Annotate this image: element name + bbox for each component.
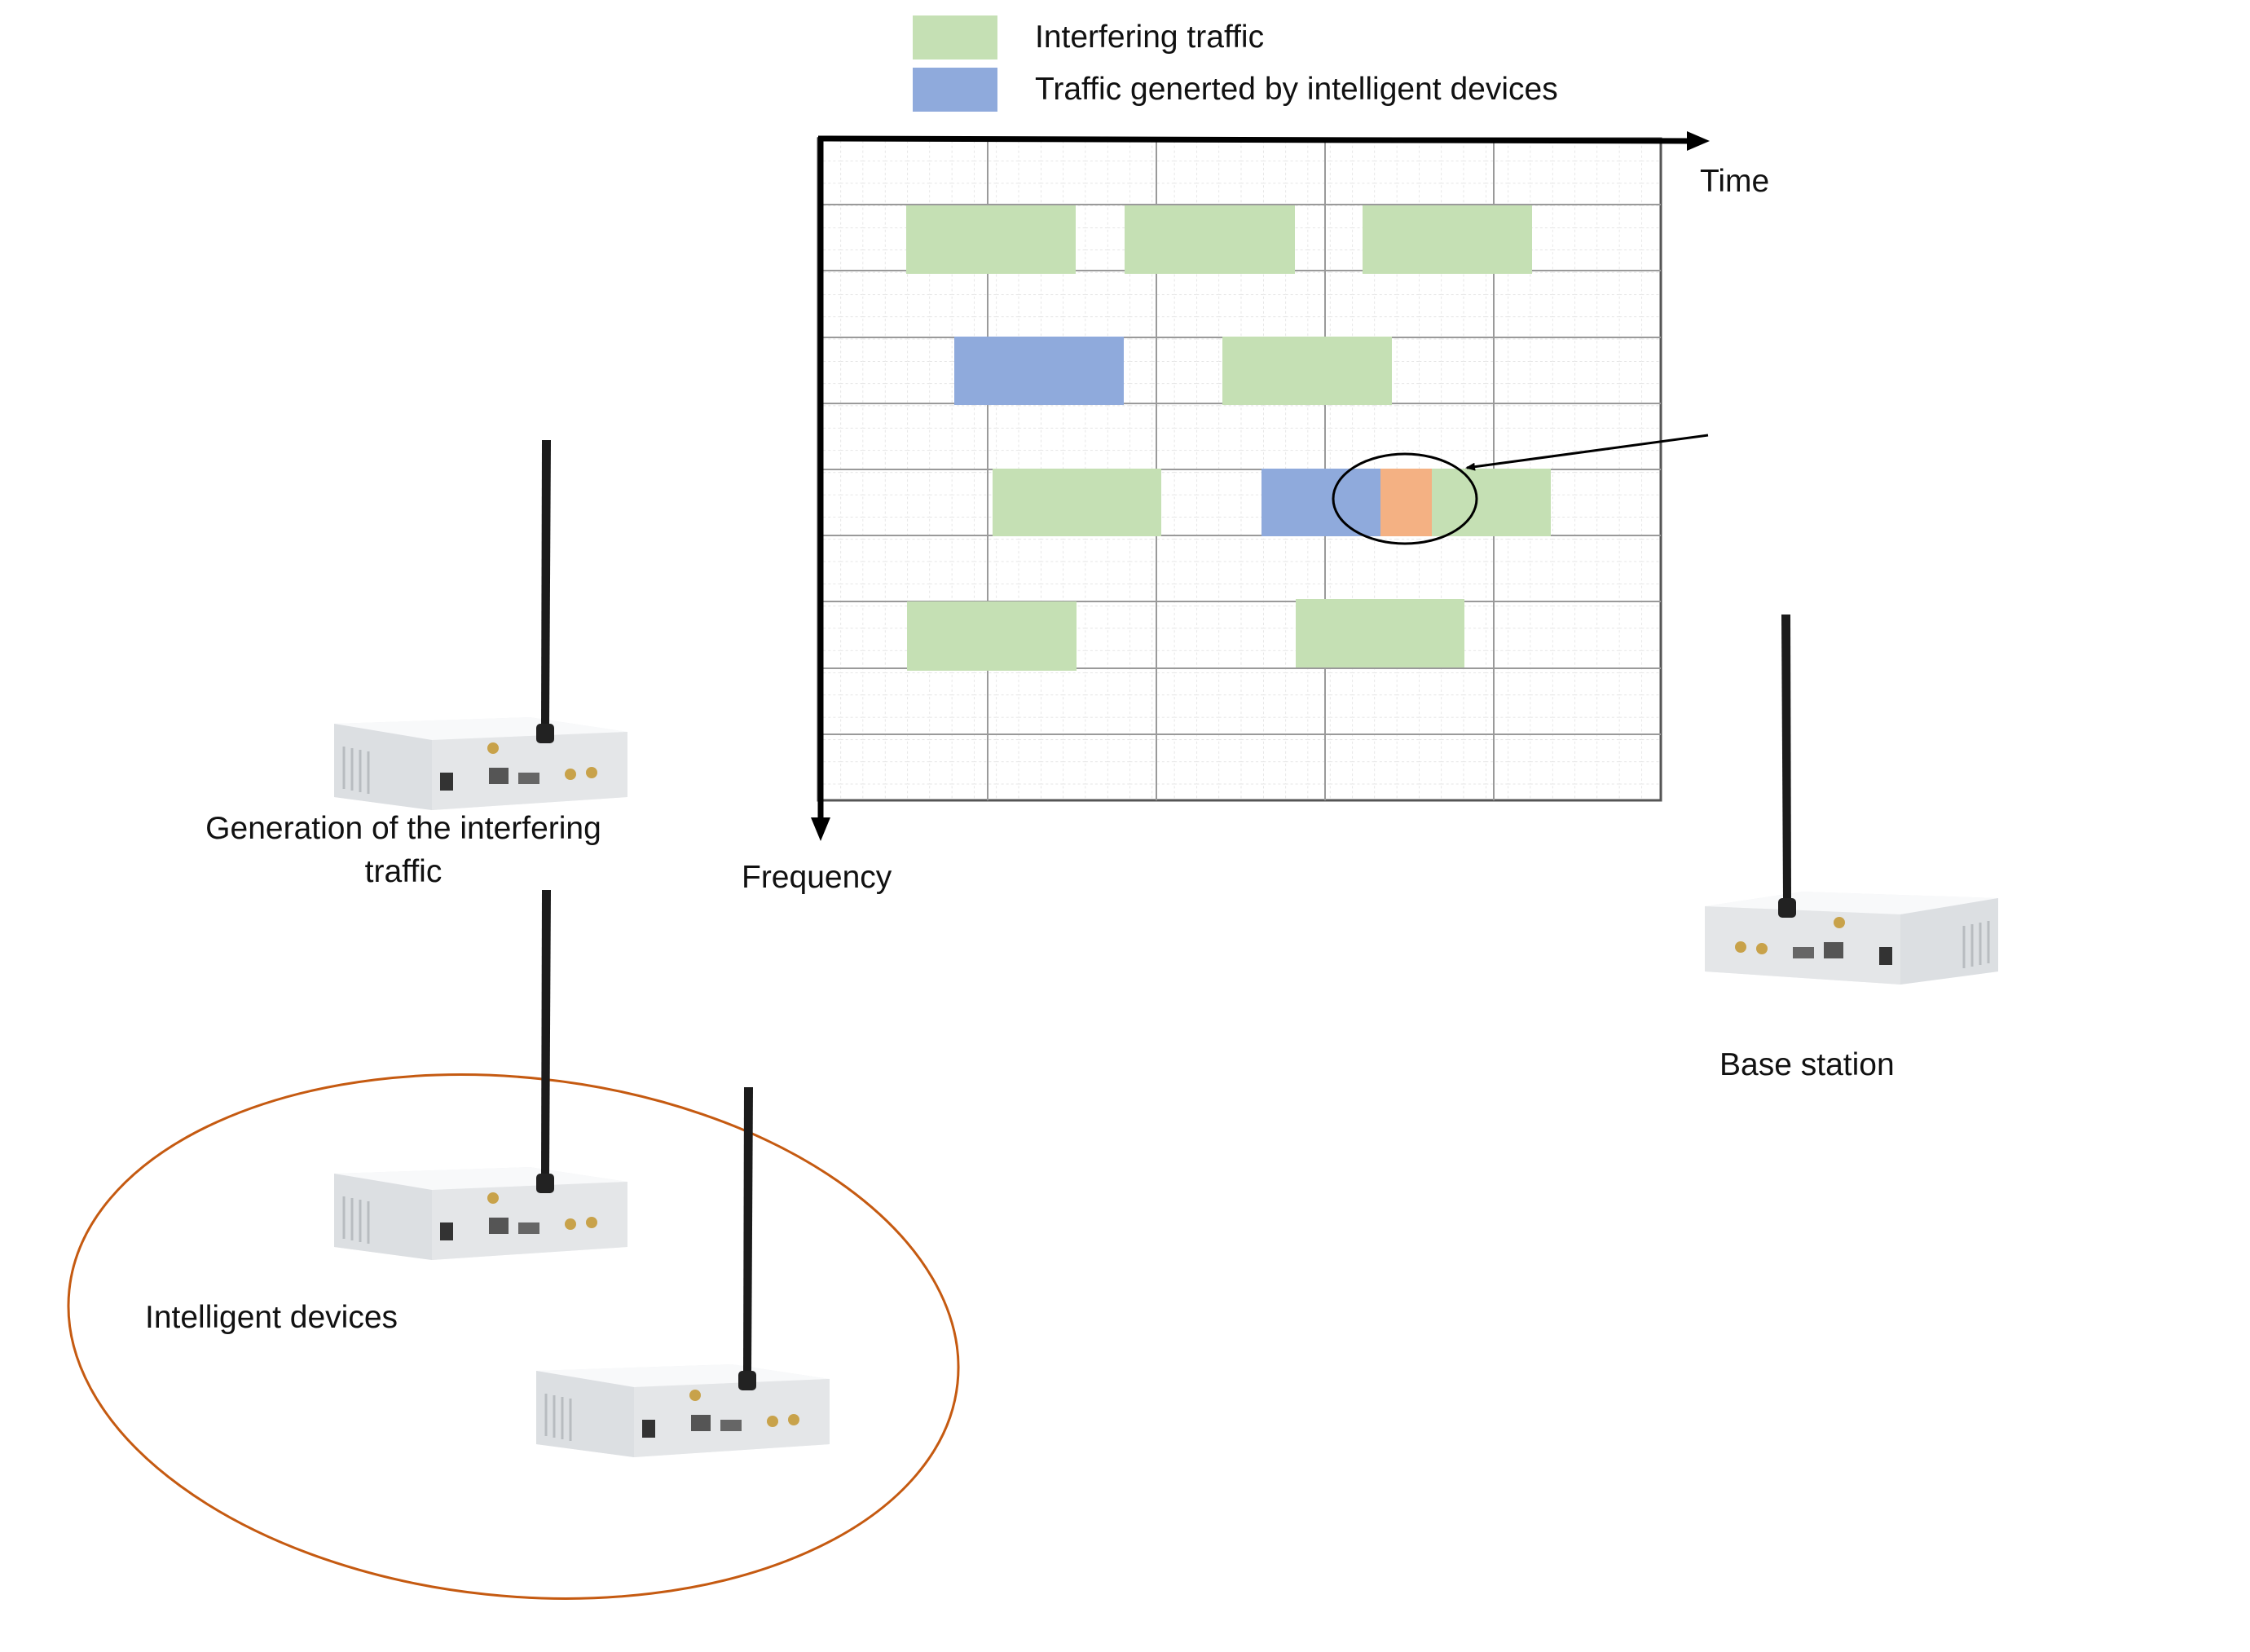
intelligent-device-1 <box>326 888 636 1263</box>
intelligent-devices-label: Intelligent devices <box>145 1300 398 1335</box>
interfering-block <box>1222 337 1392 405</box>
intelligent-devices-group-ellipse <box>67 1073 960 1600</box>
intelligent-block <box>954 337 1124 405</box>
interferer-label-line1: Generation of the interfering <box>205 811 601 846</box>
frequency-axis <box>811 137 830 841</box>
interfering-block <box>907 601 1077 671</box>
legend-item-intelligent: Traffic generted by intelligent devices <box>913 65 1558 114</box>
sdr-radio-icon <box>536 1087 830 1457</box>
interferer-device <box>326 438 636 813</box>
time-axis-label: Time <box>1700 164 1770 199</box>
intelligent-traffic-blocks <box>954 337 1380 536</box>
intelligent-device-2 <box>528 1086 838 1460</box>
sdr-radio-icon <box>1705 615 1998 985</box>
interfering-block <box>1125 205 1295 274</box>
interfering-traffic-blocks <box>906 205 1551 671</box>
frequency-axis-label: Frequency <box>742 860 892 895</box>
intelligent-block <box>1261 469 1380 536</box>
interfering-block <box>1363 205 1532 274</box>
interferer-label-line2: traffic <box>364 854 443 889</box>
interfering-block <box>1432 469 1551 536</box>
base-station-device <box>1697 613 2006 988</box>
legend-item-interfering: Interfering traffic <box>913 13 1264 62</box>
collision-pointer-arrow <box>1465 434 1709 471</box>
interfering-block <box>1296 599 1464 667</box>
legend-swatch-intelligent <box>913 68 997 112</box>
collision-block <box>1380 469 1432 536</box>
sdr-radio-icon <box>334 890 627 1260</box>
legend-swatch-interfering <box>913 15 997 59</box>
interfering-block <box>906 205 1076 274</box>
base-station-label: Base station <box>1719 1047 1895 1082</box>
time-axis <box>817 131 1710 151</box>
sdr-radio-icon <box>334 440 627 810</box>
interferer-label: Generation of the interfering traffic <box>175 807 632 893</box>
legend-label-intelligent: Traffic generted by intelligent devices <box>1035 72 1558 107</box>
legend-label-interfering: Interfering traffic <box>1035 20 1265 55</box>
collision-highlight-ellipse <box>1332 452 1478 545</box>
interfering-block <box>993 469 1161 536</box>
